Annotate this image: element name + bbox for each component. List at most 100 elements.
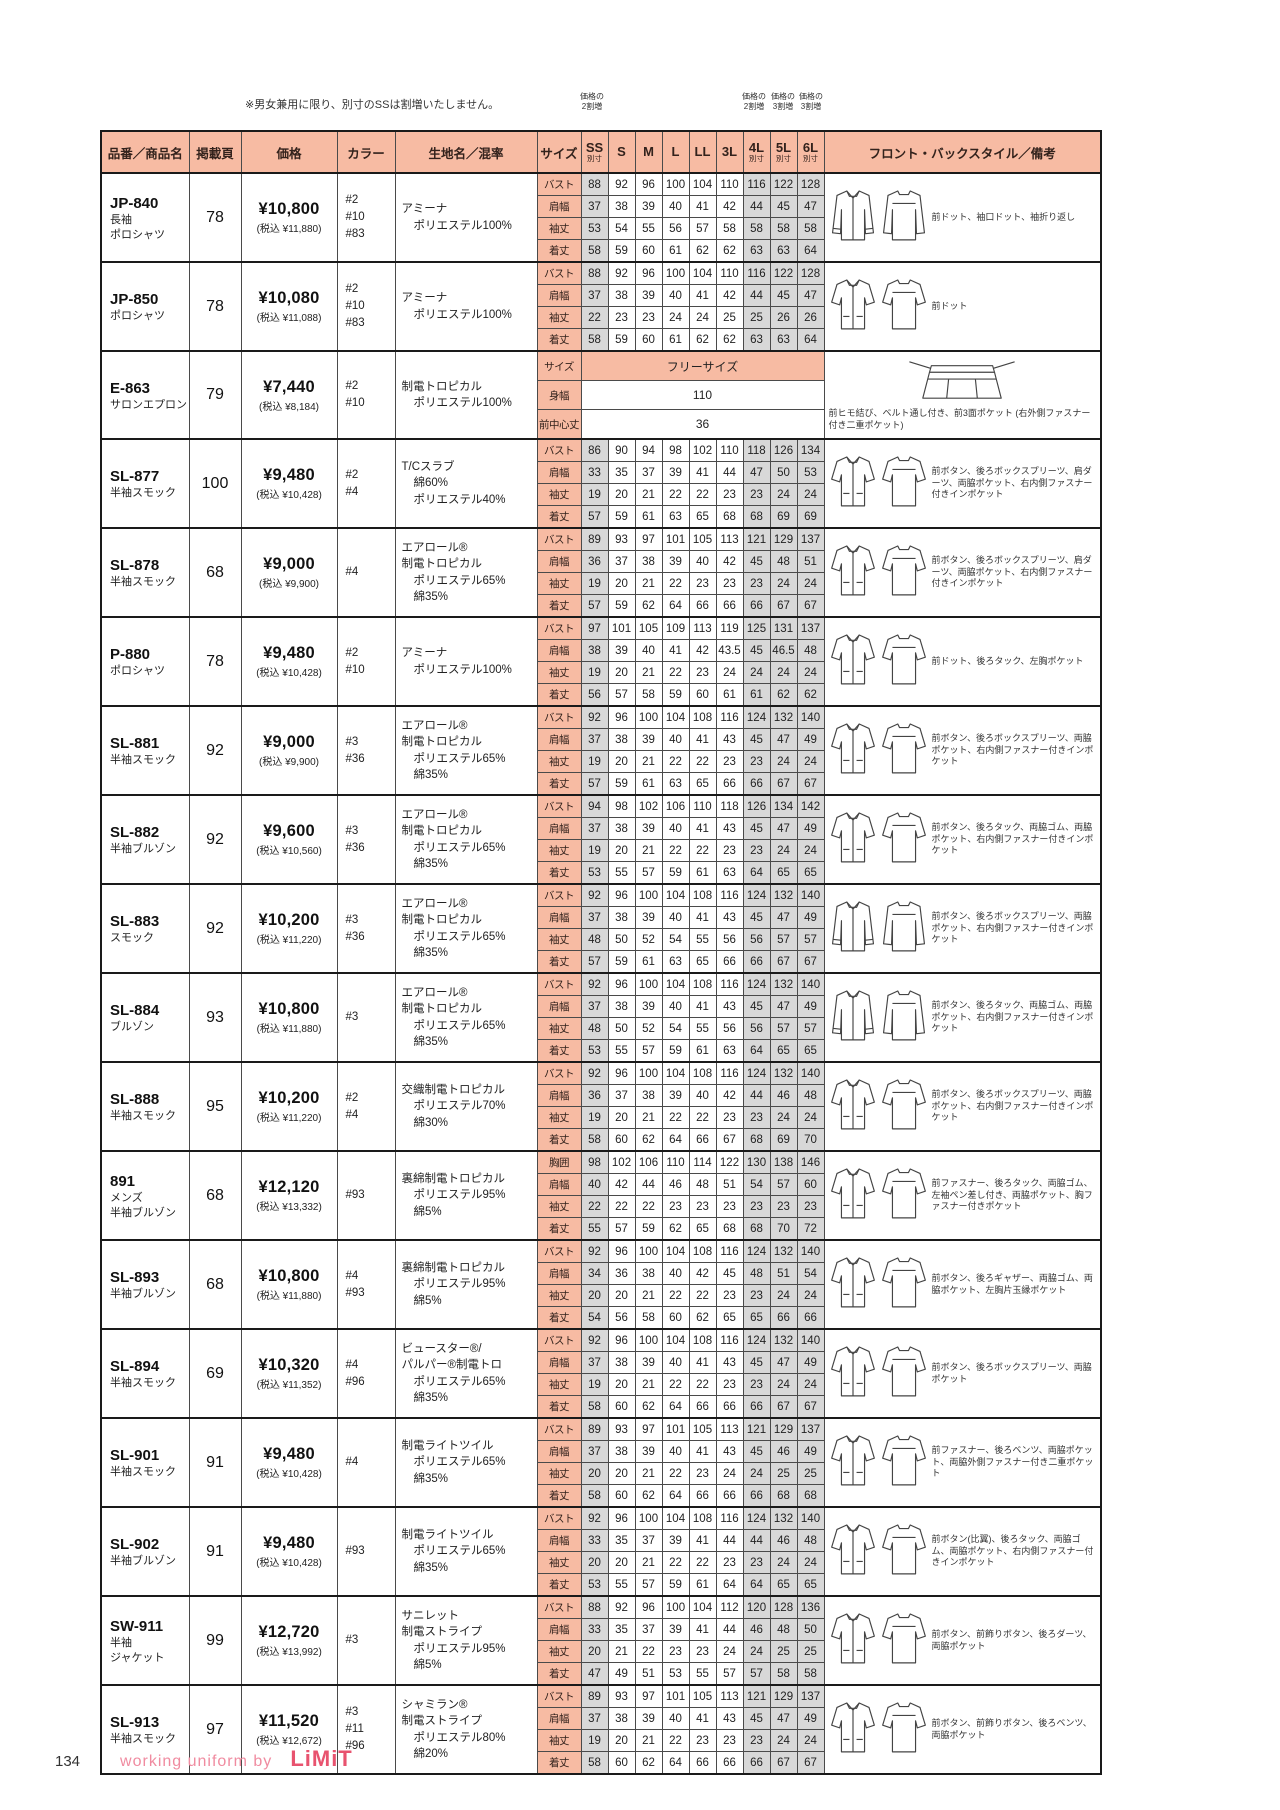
size-label: 3L [721, 144, 738, 160]
fabric-name: T/Cスラブ [401, 461, 455, 474]
measurement-value: 40 [661, 906, 690, 929]
size-row: 袖丈 19 20 21 22 22 23 23 24 24 [101, 483, 1101, 506]
style-remarks-inner: 前ボタン、後ろボックスプリーツ、両脇ポケット、右内側ファスナー付きインポケット [829, 1075, 1097, 1138]
measurement-value: 44 [715, 1529, 744, 1552]
measurement-value: 21 [634, 1551, 663, 1574]
size-row: 袖丈 20 20 21 22 23 24 24 25 25 [101, 1462, 1101, 1485]
measurement-label: 肩幅 [536, 284, 582, 307]
measurement-value: 25 [742, 306, 771, 329]
color-option: #11 [345, 1723, 364, 1736]
size-row: 着丈 57 59 61 63 65 66 66 67 67 [101, 772, 1101, 796]
measurement-value: 116 [742, 261, 771, 285]
measurement-value: 39 [634, 195, 663, 218]
size-column-header-S: S [607, 130, 636, 174]
measurement-value: 24 [769, 1729, 798, 1752]
measurement-label: 袖丈 [536, 1373, 582, 1396]
measurement-value: 100 [634, 883, 663, 907]
measurement-label: 肩幅 [536, 1262, 582, 1285]
remarks-text: 前ボタン、前飾りボタン、後ろダーツ、両脇ポケット [931, 1628, 1092, 1651]
product-code-cell: SL-901 半袖スモック [100, 1417, 190, 1508]
fabric-cell: エアロール® 制電トロピカル ポリエステル65% 綿35% [394, 883, 538, 974]
measurement-value: 38 [607, 195, 636, 218]
fabric-composition: ポリエステル65% [413, 1019, 506, 1032]
measurement-value: 50 [607, 1017, 636, 1040]
product-row-SL-877: SL-877 半袖スモック 100 ¥9,480 (税込 ¥10,428) #2 #4 T/C… [100, 438, 1102, 529]
measurement-value: 62 [688, 328, 717, 352]
garment-figures [829, 1164, 928, 1227]
measurement-value: 63 [715, 1039, 744, 1063]
size-row: 着丈 58 59 60 61 62 62 63 63 64 [101, 239, 1101, 263]
measurement-value: 54 [742, 1173, 771, 1196]
measurement-value: 140 [796, 1239, 825, 1263]
measurement-value: 42 [715, 550, 744, 573]
product-name: 半袖ブルゾン [110, 1288, 176, 1301]
measurement-value: 48 [796, 639, 825, 662]
measurement-value: 63 [769, 239, 798, 263]
page-reference: 97 [188, 1684, 242, 1775]
page-reference: 79 [188, 350, 242, 440]
product-code-cell: SL-881 半袖スモック [100, 705, 190, 796]
measurement-label: 着丈 [536, 505, 582, 529]
product-code: SL-893 [110, 1269, 160, 1287]
product-row-JP-850: JP-850 ポロシャツ 78 ¥10,080 (税込 ¥11,088) #2 #10 #83… [100, 261, 1102, 352]
garment-figures [829, 541, 928, 604]
measurement-value: 89 [580, 527, 609, 551]
color-option: #83 [345, 316, 365, 329]
measurement-value: 22 [661, 1551, 690, 1574]
measurement-value: 97 [634, 527, 663, 551]
product-name: メンズ [110, 1191, 143, 1204]
price-cell: ¥9,480 (税込 ¥10,428) [240, 1506, 338, 1597]
garment-figures [904, 358, 1020, 407]
size-label: 6L [802, 140, 819, 156]
measurement-value: 64 [661, 1751, 690, 1775]
style-remarks-cell: 前ドット [823, 261, 1102, 352]
measurement-value: 23 [715, 1106, 744, 1129]
measurement-value: 58 [634, 1306, 663, 1330]
measurement-label: 胸囲 [536, 1150, 582, 1174]
measurement-value: 19 [580, 483, 609, 506]
measurement-value: 58 [580, 239, 609, 263]
measurement-value: 60 [688, 683, 717, 707]
measurement-value: 108 [688, 1061, 717, 1085]
measurement-value: 138 [769, 1150, 798, 1174]
measurement-value: 55 [688, 1017, 717, 1040]
fabric-name: 制電トロピカル [401, 736, 483, 749]
measurement-value: 100 [634, 705, 663, 729]
measurement-value: 104 [688, 172, 717, 196]
measurement-label: 肩幅 [536, 1618, 582, 1641]
fabric-name: 制電トロピカル [401, 825, 483, 838]
garment-figures [829, 719, 928, 782]
measurement-value: 23 [769, 1195, 798, 1218]
color-option: #3 [345, 1634, 359, 1647]
measurement-value: 58 [796, 1662, 825, 1686]
measurement-value: 23 [742, 1551, 771, 1574]
size-label: L [671, 144, 680, 160]
measurement-value: 47 [769, 1707, 798, 1730]
measurement-value: 39 [634, 1351, 663, 1374]
color-option: #93 [345, 1286, 365, 1299]
measurement-value: 22 [688, 839, 717, 862]
measurement-label: 肩幅 [536, 550, 582, 573]
measurement-value: 24 [796, 483, 825, 506]
measurement-value: 23 [715, 1284, 744, 1307]
size-row: 肩幅 37 38 39 40 41 43 45 47 49 [101, 906, 1101, 929]
measurement-value: 110 [661, 1150, 690, 1174]
size-sublabel: 別寸 [803, 153, 818, 163]
measurement-value: 122 [769, 172, 798, 196]
measurement-value: 21 [634, 1284, 663, 1307]
product-code: JP-850 [110, 291, 159, 309]
measurement-value: 26 [796, 306, 825, 329]
measurement-value: 38 [580, 639, 609, 662]
measurement-value: 37 [607, 550, 636, 573]
measurement-value: 23 [607, 306, 636, 329]
measurement-value: 20 [607, 661, 636, 684]
measurement-value: 113 [715, 527, 744, 551]
measurement-value: 42 [715, 1084, 744, 1107]
measurement-value: 68 [715, 505, 744, 529]
garment-figures [829, 1609, 928, 1672]
measurement-value: 64 [742, 861, 771, 885]
measurement-label: 肩幅 [536, 728, 582, 751]
measurement-value: 38 [607, 817, 636, 840]
measurement-value: 41 [688, 1351, 717, 1374]
measurement-value: 24 [769, 661, 798, 684]
